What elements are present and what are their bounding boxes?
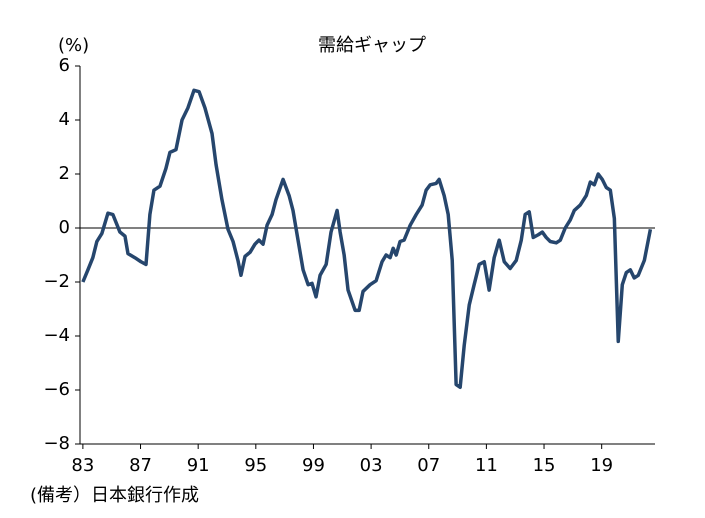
y-unit: (%) [58,35,89,56]
y-tick-label: 4 [59,109,70,130]
y-tick-label: −4 [43,325,70,346]
x-tick-label: 95 [244,455,267,476]
y-tick-label: 2 [59,163,70,184]
y-tick-label: −6 [43,379,70,400]
x-tick-label: 03 [360,455,383,476]
y-tick-label: −8 [43,433,70,454]
x-tick-label: 07 [417,455,440,476]
x-tick-label: 11 [475,455,498,476]
data-line [81,88,653,390]
x-tick-label: 91 [187,455,210,476]
x-tick-label: 87 [129,455,152,476]
chart-title: 需給ギャップ [318,35,426,56]
x-tick-label: 19 [590,455,613,476]
y-tick-label: −2 [43,271,70,292]
y-tick-label: 6 [59,55,70,76]
y-tick-label: 0 [59,217,70,238]
x-tick-label: 15 [533,455,556,476]
x-tick-label: 83 [71,455,94,476]
note: (備考）日本銀行作成 [30,485,199,506]
x-tick-label: 99 [302,455,325,476]
